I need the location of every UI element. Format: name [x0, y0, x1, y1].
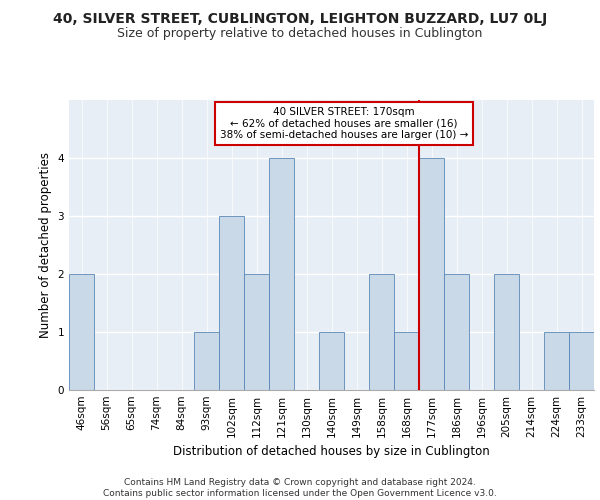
Bar — [569, 332, 594, 390]
Bar — [69, 274, 94, 390]
Bar — [444, 274, 469, 390]
X-axis label: Distribution of detached houses by size in Cublington: Distribution of detached houses by size … — [173, 446, 490, 458]
Bar — [494, 274, 519, 390]
Bar — [219, 216, 244, 390]
Text: Size of property relative to detached houses in Cublington: Size of property relative to detached ho… — [118, 28, 482, 40]
Text: 40 SILVER STREET: 170sqm
← 62% of detached houses are smaller (16)
38% of semi-d: 40 SILVER STREET: 170sqm ← 62% of detach… — [220, 107, 468, 140]
Bar — [194, 332, 219, 390]
Bar — [319, 332, 344, 390]
Bar — [544, 332, 569, 390]
Bar — [269, 158, 294, 390]
Bar — [419, 158, 444, 390]
Bar — [244, 274, 269, 390]
Y-axis label: Number of detached properties: Number of detached properties — [39, 152, 52, 338]
Text: 40, SILVER STREET, CUBLINGTON, LEIGHTON BUZZARD, LU7 0LJ: 40, SILVER STREET, CUBLINGTON, LEIGHTON … — [53, 12, 547, 26]
Text: Contains HM Land Registry data © Crown copyright and database right 2024.
Contai: Contains HM Land Registry data © Crown c… — [103, 478, 497, 498]
Bar — [369, 274, 394, 390]
Bar — [394, 332, 419, 390]
